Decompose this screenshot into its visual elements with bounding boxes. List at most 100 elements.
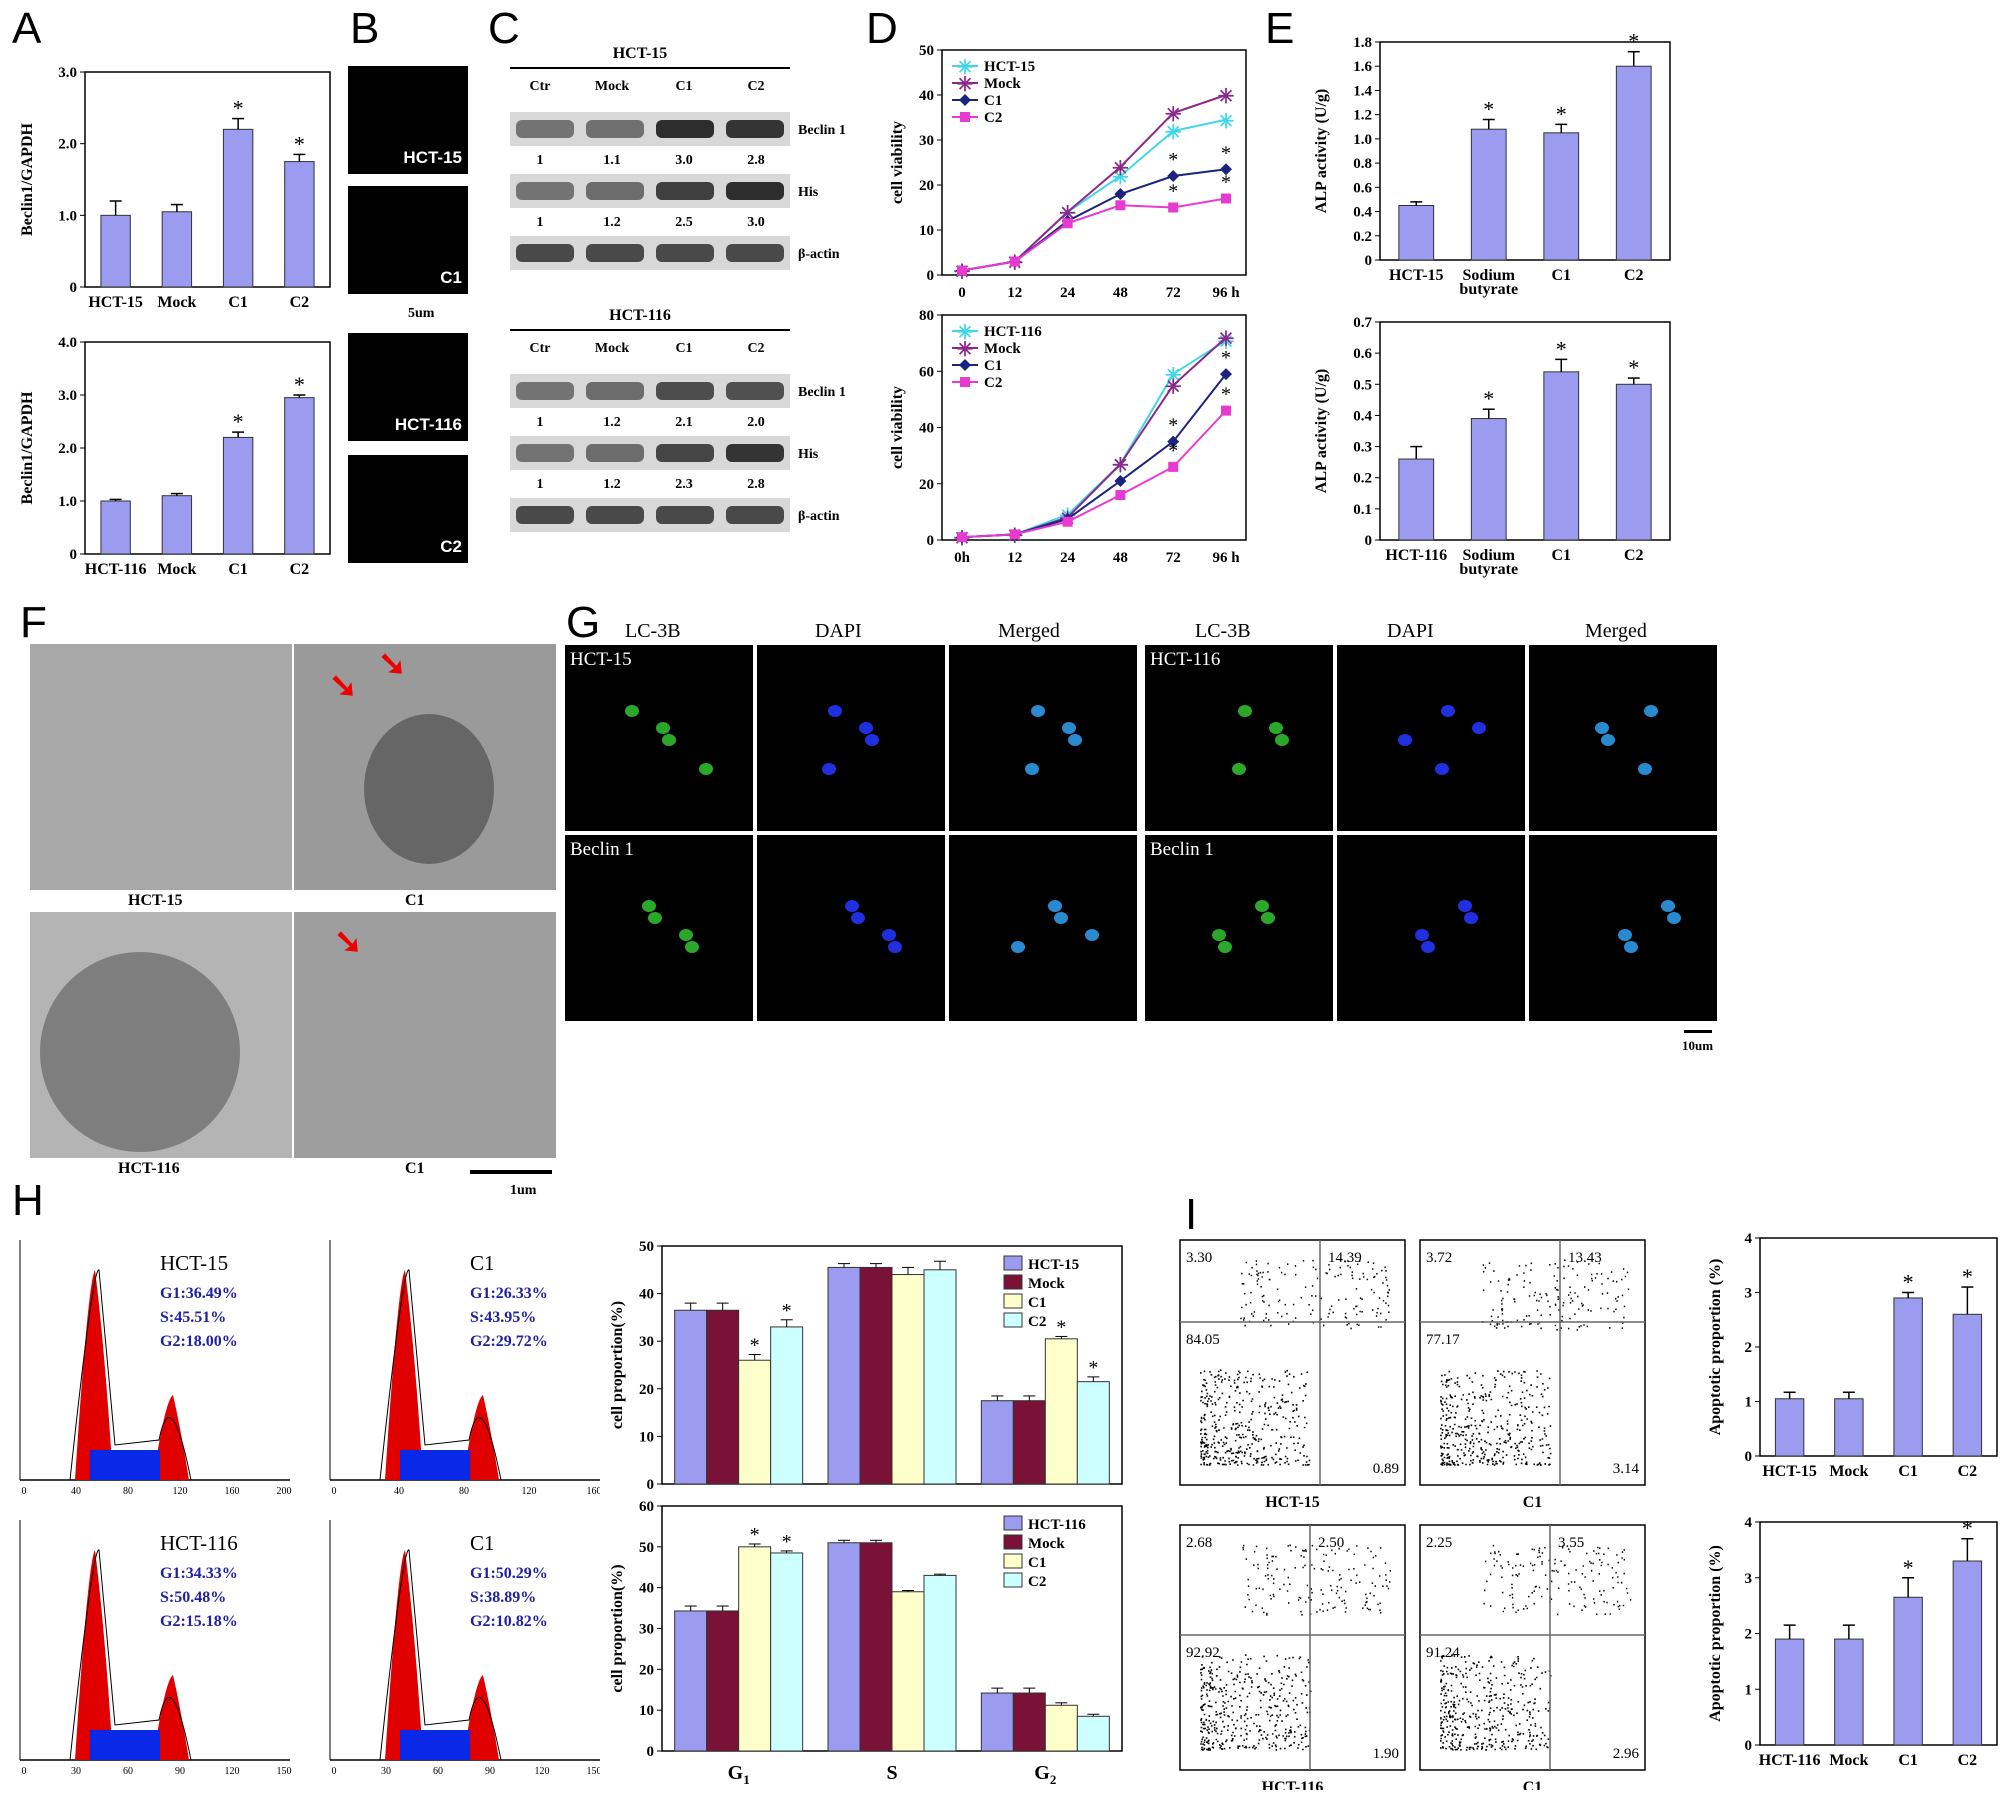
nucleus-shape bbox=[364, 714, 494, 864]
x-tick-label: 0 bbox=[958, 285, 966, 301]
panel-b-image-hct116: HCT-116 bbox=[348, 333, 468, 441]
significance-star: * bbox=[294, 372, 305, 397]
bar bbox=[1076, 1381, 1110, 1485]
asterisk-marker: ✳ bbox=[1165, 122, 1182, 144]
scatter-x-label: C1 bbox=[1523, 1779, 1543, 1790]
confocal-tile bbox=[757, 835, 945, 1021]
band-quantification: 2.5 bbox=[675, 215, 693, 230]
y-tick-label: 0 bbox=[1745, 1449, 1753, 1465]
significance-star: * bbox=[1221, 142, 1231, 164]
cell-spot bbox=[1255, 900, 1269, 912]
diamond-marker bbox=[959, 94, 971, 106]
blot-band bbox=[726, 506, 784, 524]
category-label: Mock bbox=[157, 294, 196, 311]
confocal-row-label: HCT-15 bbox=[570, 649, 632, 670]
cell-spot bbox=[656, 722, 670, 734]
significance-star: * bbox=[1903, 1555, 1914, 1580]
band-quantification: 2.8 bbox=[747, 153, 765, 168]
bar bbox=[827, 1542, 861, 1752]
category-label: butyrate bbox=[1459, 281, 1518, 298]
diamond-marker bbox=[1220, 368, 1232, 381]
legend-label: HCT-15 bbox=[984, 59, 1035, 75]
bar bbox=[923, 1574, 957, 1752]
cell-spot bbox=[642, 900, 656, 912]
cell-spot bbox=[865, 734, 879, 746]
diamond-marker bbox=[1167, 170, 1180, 182]
bar bbox=[1774, 1638, 1805, 1746]
y-tick-label: 3.0 bbox=[58, 65, 77, 81]
y-tick-label: 1.8 bbox=[1353, 35, 1372, 51]
band-quantification: 1 bbox=[537, 477, 544, 492]
phase-percentage: G1:50.29% bbox=[470, 1565, 548, 1582]
y-tick-label: 60 bbox=[639, 1499, 654, 1515]
blot-band bbox=[656, 182, 714, 200]
band-quantification: 2.3 bbox=[675, 477, 693, 492]
blot-band bbox=[726, 120, 784, 138]
quadrant-lower-left: 91.24 bbox=[1426, 1645, 1460, 1661]
square-marker bbox=[960, 377, 970, 387]
scatter-events bbox=[1440, 1259, 1630, 1466]
category-label: HCT-116 bbox=[85, 561, 147, 578]
x-tick-label: 72 bbox=[1166, 550, 1181, 566]
hist-x-tick: 120 bbox=[535, 1766, 550, 1777]
blot-band bbox=[656, 244, 714, 262]
blot-row-label: Beclin 1 bbox=[798, 385, 846, 400]
y-tick-label: 40 bbox=[639, 1287, 654, 1303]
y-tick-label: 20 bbox=[639, 1662, 654, 1678]
phase-percentage: G1:26.33% bbox=[470, 1285, 548, 1302]
chart-i-hct116-apoptosis: 0 1 2 3 4 HCT-116 Mock * C1 * C2 Apoptotic proporti… bbox=[1707, 1515, 1998, 1769]
legend-label: C2 bbox=[984, 110, 1002, 126]
y-tick-label: 1.0 bbox=[58, 208, 77, 224]
blot-band bbox=[516, 382, 574, 400]
cell-spot bbox=[1238, 705, 1252, 717]
panel-label-f: F bbox=[20, 598, 47, 647]
y-axis-label: cell proportion(%) bbox=[609, 1301, 626, 1429]
cell-spot bbox=[1054, 912, 1068, 924]
panel-i-flow-cytometry: 3.30 14.39 84.05 0.89 HCT-15 3.72 13.43 77.17 3.… bbox=[1179, 1239, 1646, 1790]
chart-i-hct15-apoptosis: 0 1 2 3 4 HCT-15 Mock * C1 * C2 Apoptotic proportio… bbox=[1707, 1231, 1998, 1480]
cell-spot bbox=[1601, 734, 1615, 746]
y-tick-label: 0 bbox=[927, 533, 935, 549]
panel-label-c: C bbox=[488, 4, 520, 53]
quadrant-upper-left: 2.25 bbox=[1426, 1535, 1452, 1551]
category-label: Sodium bbox=[1463, 547, 1516, 564]
y-tick-label: 0 bbox=[647, 1477, 655, 1493]
histogram-outline bbox=[69, 1549, 192, 1761]
y-tick-label: 0.2 bbox=[1353, 471, 1372, 487]
quadrant-lower-left: 92.92 bbox=[1186, 1645, 1220, 1661]
bar bbox=[284, 397, 315, 555]
legend-label: Mock bbox=[1028, 1276, 1065, 1292]
y-axis-label: Apoptotic proportion (%) bbox=[1707, 1545, 1724, 1722]
asterisk-marker: ✳ bbox=[1218, 331, 1235, 353]
cell-spot bbox=[1025, 763, 1039, 775]
asterisk-marker: ✳ bbox=[957, 339, 974, 361]
confocal-tile bbox=[949, 645, 1137, 831]
y-tick-label: 1.6 bbox=[1353, 59, 1372, 75]
bar bbox=[100, 500, 131, 555]
y-tick-label: 40 bbox=[919, 88, 934, 104]
cell-spot bbox=[1441, 705, 1455, 717]
g1-peak bbox=[385, 1270, 423, 1480]
significance-star: * bbox=[1221, 172, 1231, 194]
x-tick-label: 12 bbox=[1007, 550, 1022, 566]
bar bbox=[222, 128, 254, 288]
y-tick-label: 3 bbox=[1745, 1571, 1753, 1587]
significance-star: * bbox=[1221, 347, 1231, 369]
series-line bbox=[961, 118, 1227, 272]
confocal-tile: HCT-15 bbox=[565, 645, 753, 831]
y-tick-label: 3 bbox=[1745, 1286, 1753, 1302]
cell-spot bbox=[1618, 929, 1632, 941]
cell-spot bbox=[1624, 941, 1638, 953]
hist-x-tick: 150 bbox=[277, 1766, 292, 1777]
y-tick-label: 1.4 bbox=[1353, 83, 1372, 99]
y-axis-label: ALP activity (U/g) bbox=[1313, 89, 1330, 213]
cell-spot bbox=[1068, 734, 1082, 746]
cell-spot bbox=[1062, 722, 1076, 734]
y-tick-label: 10 bbox=[919, 223, 934, 239]
quadrant-upper-left: 2.68 bbox=[1186, 1535, 1212, 1551]
blot-band bbox=[586, 244, 644, 262]
y-tick-label: 60 bbox=[919, 364, 934, 380]
bar bbox=[980, 1692, 1014, 1752]
legend-label: HCT-15 bbox=[1028, 1257, 1079, 1273]
